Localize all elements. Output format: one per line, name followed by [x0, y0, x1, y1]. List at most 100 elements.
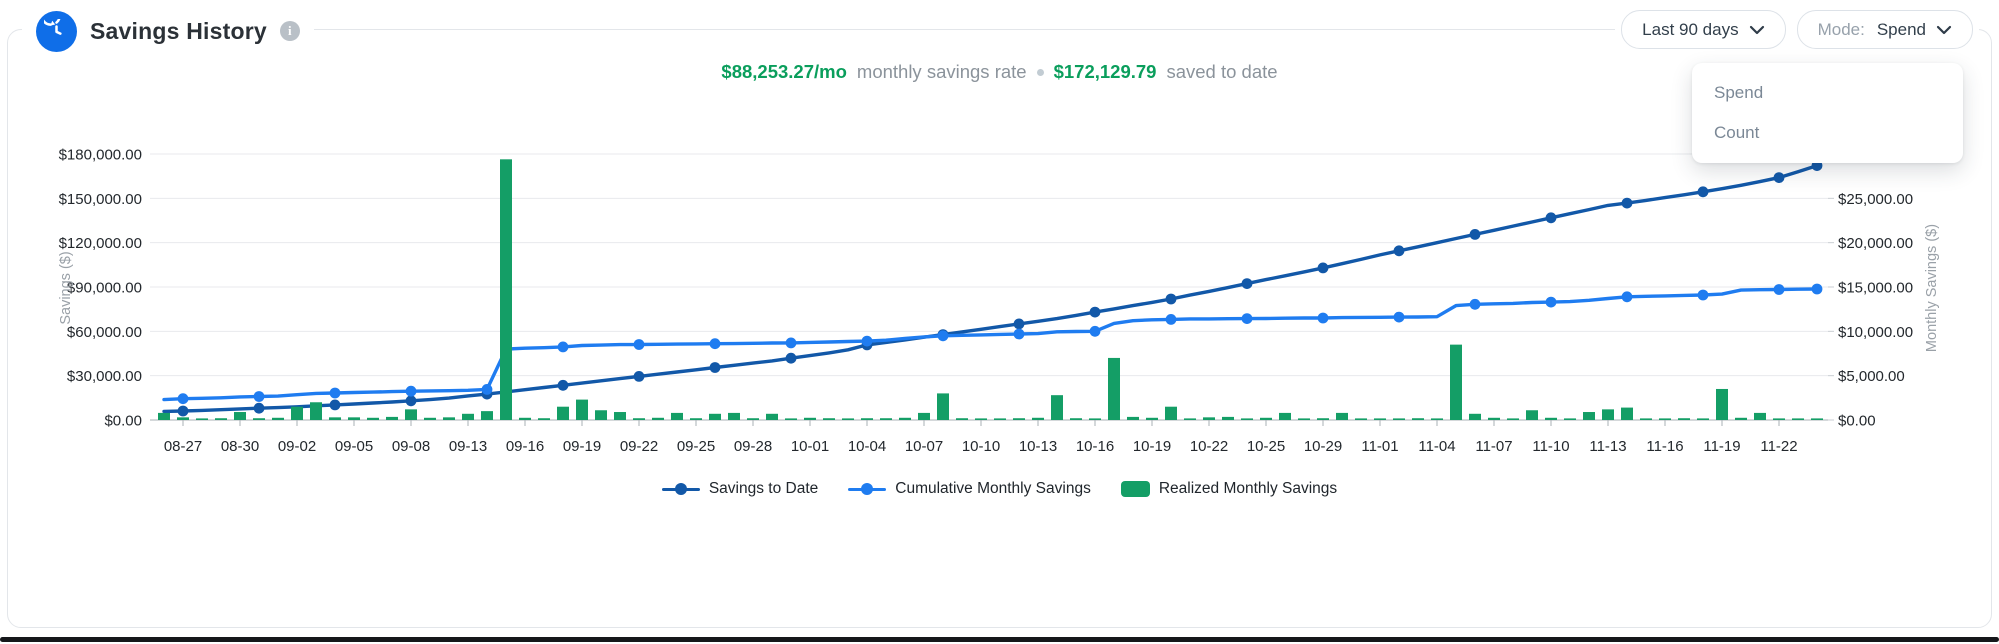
- bar[interactable]: [1450, 344, 1462, 420]
- data-point[interactable]: [785, 337, 797, 349]
- bar[interactable]: [367, 417, 379, 420]
- bar[interactable]: [994, 418, 1006, 420]
- mode-option-count[interactable]: Count: [1714, 123, 1760, 142]
- bar[interactable]: [785, 418, 797, 420]
- bar[interactable]: [329, 417, 341, 420]
- bar[interactable]: [1127, 416, 1139, 420]
- data-point[interactable]: [1089, 325, 1101, 337]
- bar[interactable]: [348, 417, 360, 420]
- bar[interactable]: [633, 418, 645, 420]
- data-point[interactable]: [937, 330, 949, 342]
- bar[interactable]: [1773, 418, 1785, 420]
- data-point[interactable]: [1241, 278, 1253, 289]
- mode-dropdown[interactable]: Mode: Spend: [1796, 10, 1973, 49]
- data-point[interactable]: [1811, 283, 1823, 295]
- bar[interactable]: [519, 417, 531, 420]
- data-point[interactable]: [177, 405, 189, 417]
- bar[interactable]: [728, 412, 740, 420]
- data-point[interactable]: [633, 339, 645, 350]
- bar[interactable]: [671, 412, 683, 420]
- bar[interactable]: [1754, 412, 1766, 420]
- bar[interactable]: [291, 406, 303, 420]
- info-icon[interactable]: i: [279, 21, 300, 41]
- bar[interactable]: [462, 413, 474, 420]
- bar[interactable]: [1469, 413, 1481, 420]
- data-point[interactable]: [861, 335, 873, 347]
- data-point[interactable]: [785, 352, 797, 364]
- bar[interactable]: [1298, 418, 1310, 420]
- legend-item-cumulative-monthly-savings[interactable]: Cumulative Monthly Savings: [848, 480, 1091, 498]
- bar[interactable]: [1374, 418, 1386, 420]
- data-point[interactable]: [1013, 328, 1025, 340]
- bar[interactable]: [595, 410, 607, 420]
- bar[interactable]: [690, 418, 702, 420]
- data-point[interactable]: [329, 387, 341, 399]
- bar[interactable]: [538, 418, 550, 420]
- bar[interactable]: [1697, 418, 1709, 420]
- data-point[interactable]: [557, 379, 569, 391]
- bar[interactable]: [1222, 416, 1234, 420]
- bar[interactable]: [234, 412, 246, 420]
- bar[interactable]: [1336, 412, 1348, 420]
- bar[interactable]: [196, 418, 208, 420]
- bar[interactable]: [1659, 418, 1671, 420]
- bar[interactable]: [1735, 417, 1747, 420]
- data-point[interactable]: [253, 402, 265, 414]
- bar[interactable]: [1545, 417, 1557, 420]
- bar[interactable]: [1241, 418, 1253, 420]
- legend-item-savings-to-date[interactable]: Savings to Date: [661, 480, 818, 498]
- bar[interactable]: [1089, 418, 1101, 420]
- data-point[interactable]: [1013, 318, 1025, 330]
- bar[interactable]: [1678, 418, 1690, 420]
- savings-chart[interactable]: $0.00 $30,000.00 $60,000.00 $90,000.00 $120,…: [0, 0, 1999, 560]
- bar[interactable]: [747, 418, 759, 420]
- bar[interactable]: [1488, 417, 1500, 420]
- data-point[interactable]: [177, 393, 189, 405]
- data-point[interactable]: [1545, 296, 1557, 308]
- bar[interactable]: [1792, 418, 1804, 420]
- bar[interactable]: [956, 418, 968, 420]
- data-point[interactable]: [1393, 311, 1405, 323]
- bar[interactable]: [1108, 357, 1120, 420]
- data-point[interactable]: [1697, 289, 1709, 301]
- data-point[interactable]: [1393, 245, 1405, 257]
- bar[interactable]: [1526, 410, 1538, 420]
- data-point[interactable]: [405, 395, 417, 407]
- data-point[interactable]: [1773, 284, 1785, 295]
- bar[interactable]: [576, 399, 588, 420]
- data-point[interactable]: [1165, 293, 1177, 305]
- data-point[interactable]: [481, 384, 493, 395]
- bar[interactable]: [386, 416, 398, 420]
- bar[interactable]: [310, 402, 322, 420]
- bar[interactable]: [253, 418, 265, 420]
- data-point[interactable]: [405, 385, 417, 397]
- bar[interactable]: [766, 413, 778, 420]
- data-point[interactable]: [1545, 212, 1557, 224]
- data-point[interactable]: [1469, 298, 1481, 310]
- data-point[interactable]: [1165, 314, 1177, 325]
- bar[interactable]: [880, 418, 892, 420]
- data-point[interactable]: [1697, 186, 1709, 198]
- bar[interactable]: [1070, 418, 1082, 420]
- legend-item-realized-monthly-savings[interactable]: Realized Monthly Savings: [1120, 480, 1337, 498]
- bar[interactable]: [709, 413, 721, 420]
- bar[interactable]: [1621, 407, 1633, 420]
- data-point[interactable]: [1773, 172, 1785, 184]
- bar[interactable]: [842, 418, 854, 420]
- data-point[interactable]: [709, 362, 721, 373]
- data-point[interactable]: [253, 391, 265, 402]
- bar[interactable]: [1640, 418, 1652, 420]
- bar[interactable]: [215, 418, 227, 420]
- bar[interactable]: [937, 393, 949, 420]
- bar[interactable]: [1602, 409, 1614, 420]
- data-point[interactable]: [1317, 312, 1329, 324]
- bar[interactable]: [899, 417, 911, 420]
- date-range-dropdown[interactable]: Last 90 days: [1621, 10, 1786, 49]
- bar[interactable]: [1811, 418, 1823, 420]
- bar[interactable]: [443, 417, 455, 420]
- data-point[interactable]: [1469, 229, 1481, 240]
- bar[interactable]: [481, 411, 493, 420]
- bar[interactable]: [158, 412, 170, 420]
- bar[interactable]: [424, 417, 436, 420]
- chart-plot-area[interactable]: $0.00 $30,000.00 $60,000.00 $90,000.00 $120,…: [0, 0, 1999, 560]
